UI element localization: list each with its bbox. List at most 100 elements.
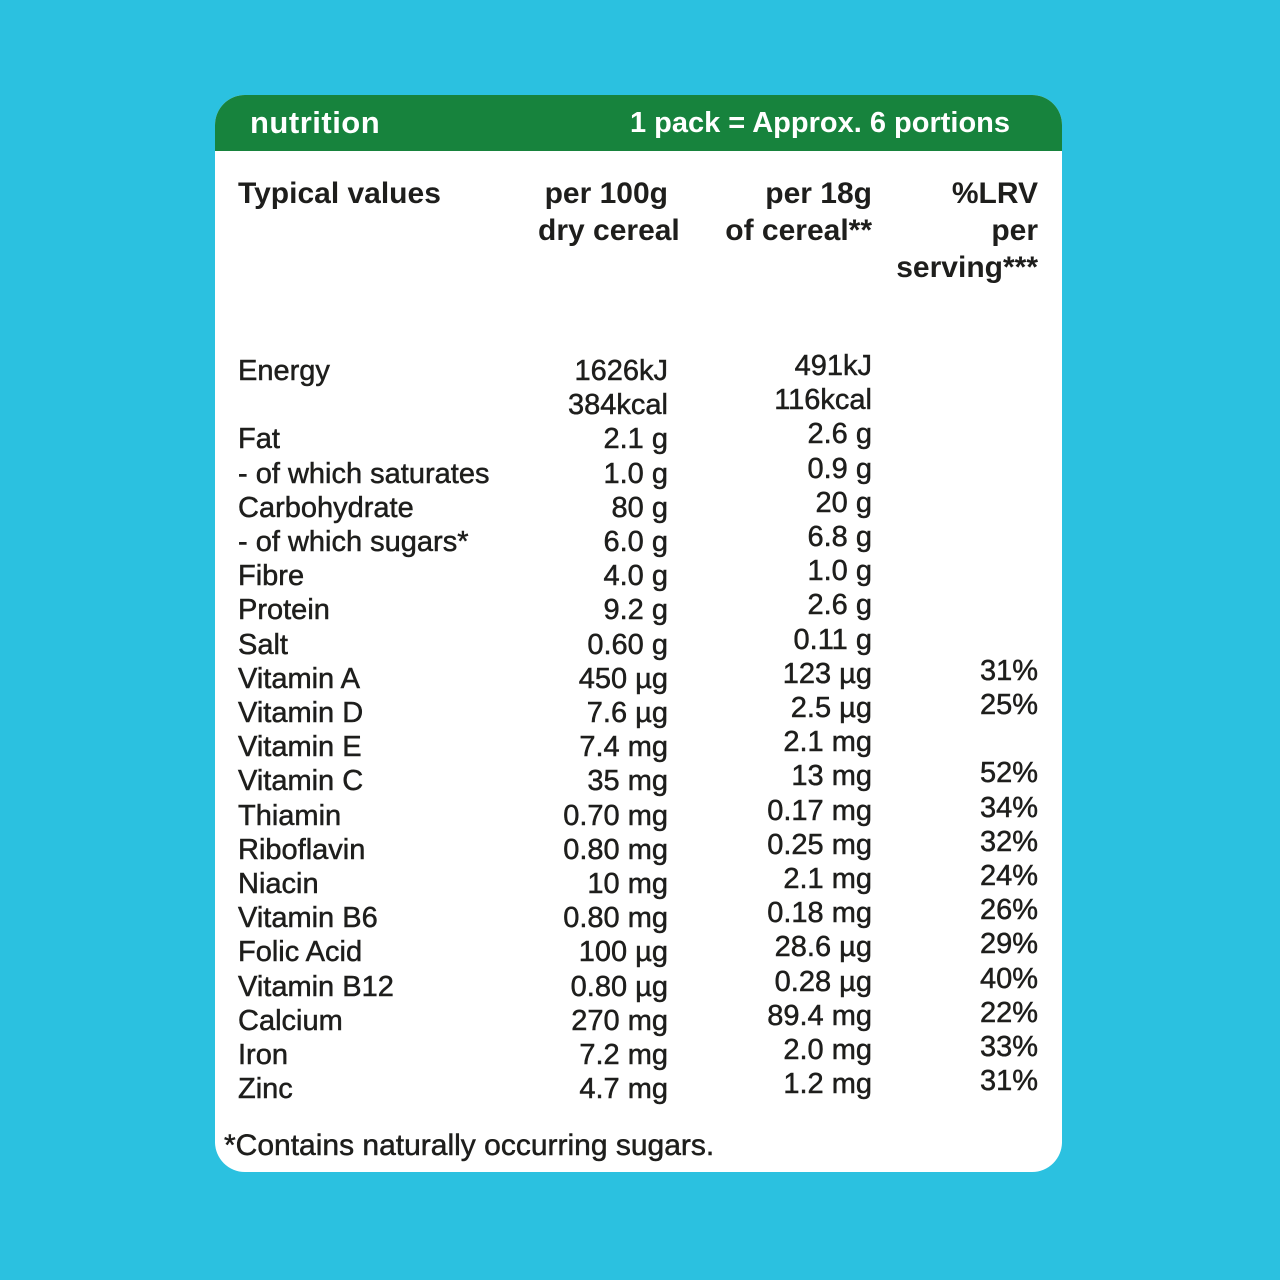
value-lrv: [872, 722, 1038, 756]
value-lrv: 22%: [979, 996, 1039, 1030]
nutrient-name: Vitamin B12: [238, 970, 394, 1003]
value-per-100g: 7.6 µg: [586, 697, 669, 730]
value-per-100g: 35 mg: [587, 765, 668, 798]
value-per-100g: 0.80 mg: [563, 833, 668, 867]
value-per-18g: 491kJ: [794, 350, 872, 383]
value-lrv: [872, 620, 1038, 654]
value-lrv: [872, 449, 1038, 483]
column-header-row: Typical values per 100g dry cereal per 1…: [238, 175, 1038, 286]
column-header-lrv: %LRV per serving***: [896, 177, 1038, 284]
value-per-18g: 1.0 g: [807, 555, 872, 588]
table-row: Calcium 270 mg 89.4 mg 22%: [238, 997, 1039, 1038]
table-row: Protein 9.2 g 2.6 g: [238, 589, 1038, 627]
value-lrv: [872, 585, 1038, 619]
nutrient-name: Iron: [238, 1039, 288, 1072]
value-per-100g: 7.2 mg: [579, 1039, 668, 1072]
value-per-18g: 28.6 µg: [774, 931, 872, 964]
nutrient-name: [238, 388, 538, 422]
nutrient-name: Vitamin D: [238, 697, 364, 730]
value-per-18g: 20 g: [815, 486, 872, 520]
value-per-100g: 270 mg: [571, 1004, 668, 1038]
table-row: Vitamin E 7.4 mg 2.1 mg: [238, 726, 1038, 764]
value-per-18g: 0.11 g: [793, 623, 872, 656]
table-row: Vitamin D 7.6 µg 2.5 µg 25%: [238, 689, 1039, 730]
value-per-18g: 0.9 g: [807, 452, 872, 485]
value-per-100g: 80 g: [611, 491, 668, 525]
value-per-18g: 89.4 mg: [767, 999, 872, 1033]
table-row: 384kcal 116kcal: [238, 384, 1038, 422]
nutrient-name: Thiamin: [238, 799, 342, 832]
value-lrv: [872, 380, 1038, 414]
table-row: Carbohydrate 80 g 20 g: [238, 487, 1038, 525]
table-row: Fat 2.1 g 2.6 g: [238, 418, 1038, 456]
column-header-per-18g: per 18g of cereal**: [725, 177, 872, 247]
value-per-100g: 450 µg: [578, 662, 668, 696]
value-lrv: 29%: [979, 928, 1039, 961]
value-lrv: [872, 517, 1038, 551]
value-per-100g: 100 µg: [578, 936, 668, 969]
value-per-18g: 0.17 mg: [767, 794, 872, 827]
table-row: - of which sugars* 6.0 g 6.8 g: [238, 521, 1038, 559]
table-row: Vitamin C 35 mg 13 mg 52%: [238, 757, 1039, 798]
value-lrv: 26%: [979, 894, 1039, 927]
nutrient-name: Fibre: [238, 560, 305, 593]
nutrient-name: Vitamin B6: [238, 902, 378, 935]
nutrition-header-bar: nutrition 1 pack = Approx. 6 portions: [215, 95, 1062, 151]
nutrient-name: Vitamin A: [238, 662, 360, 696]
value-lrv: [872, 414, 1038, 448]
value-per-100g: 2.1 g: [603, 423, 668, 456]
value-lrv: 31%: [979, 654, 1039, 688]
table-row: Folic Acid 100 µg 28.6 µg 29%: [238, 928, 1039, 969]
nutrition-label-card: nutrition 1 pack = Approx. 6 portions Ty…: [215, 95, 1062, 1172]
nutrient-name: Salt: [238, 628, 288, 661]
table-row: Energy 1626kJ 491kJ: [238, 350, 1038, 388]
value-per-18g: 2.6 g: [807, 589, 872, 622]
value-per-100g: 4.7 mg: [579, 1073, 668, 1106]
value-per-100g: 9.2 g: [603, 594, 668, 627]
value-per-100g: 10 mg: [587, 868, 668, 901]
value-per-18g: 116kcal: [774, 384, 872, 417]
value-per-18g: 2.5 µg: [790, 692, 873, 725]
value-per-18g: 1.2 mg: [783, 1068, 872, 1101]
column-header-per-100g: per 100g dry cereal: [538, 177, 680, 247]
value-lrv: 31%: [979, 1065, 1039, 1098]
nutrient-name: Vitamin C: [238, 765, 364, 798]
nutrient-name: Niacin: [238, 868, 319, 901]
nutrient-name: Folic Acid: [238, 936, 363, 969]
value-lrv: [872, 551, 1038, 585]
nutrient-name: Carbohydrate: [238, 491, 414, 525]
nutrient-name: Riboflavin: [238, 833, 366, 867]
table-row: Vitamin B6 0.80 mg 0.18 mg 26%: [238, 894, 1039, 935]
value-per-100g: 1626kJ: [574, 355, 668, 388]
value-per-18g: 2.1 mg: [783, 863, 872, 896]
table-row: Thiamin 0.70 mg 0.17 mg 34%: [238, 791, 1039, 833]
value-lrv: 34%: [979, 791, 1039, 824]
nutrient-name: Vitamin E: [238, 731, 362, 764]
nutrient-name: - of which saturates: [238, 457, 490, 490]
value-lrv: 52%: [979, 757, 1039, 790]
value-per-18g: 2.6 g: [807, 418, 872, 451]
table-row: Riboflavin 0.80 mg 0.25 mg 32%: [238, 826, 1039, 867]
table-row: Fibre 4.0 g 1.0 g: [238, 555, 1038, 593]
table-row: - of which saturates 1.0 g 0.9 g: [238, 452, 1038, 491]
value-lrv: [872, 483, 1038, 517]
value-per-100g: 6.0 g: [603, 526, 668, 559]
nutrition-title: nutrition: [250, 105, 381, 140]
nutrient-name: Zinc: [238, 1073, 293, 1106]
value-per-100g: 1.0 g: [603, 457, 668, 490]
table-row: Iron 7.2 mg 2.0 mg 33%: [238, 1031, 1039, 1072]
value-lrv: 25%: [979, 689, 1039, 722]
table-row: Vitamin B12 0.80 µg 0.28 µg 40%: [238, 962, 1039, 1004]
table-row: Vitamin A 450 µg 123 µg 31%: [238, 655, 1039, 696]
value-lrv: 32%: [979, 825, 1039, 859]
value-lrv: 40%: [979, 962, 1039, 995]
table-body: Energy 1626kJ 491kJ 384kcal 116kcal Fat …: [238, 350, 1039, 1106]
value-per-100g: 0.60 g: [587, 628, 668, 661]
sugars-footnote: *Contains naturally occurring sugars.: [224, 1129, 715, 1163]
table-row: Niacin 10 mg 2.1 mg 24%: [238, 860, 1039, 901]
table-row: Zinc 4.7 mg 1.2 mg 31%: [238, 1065, 1039, 1106]
value-per-18g: 123 µg: [782, 657, 872, 691]
column-header-typical-values: Typical values: [238, 177, 441, 210]
value-per-100g: 4.0 g: [603, 560, 668, 593]
